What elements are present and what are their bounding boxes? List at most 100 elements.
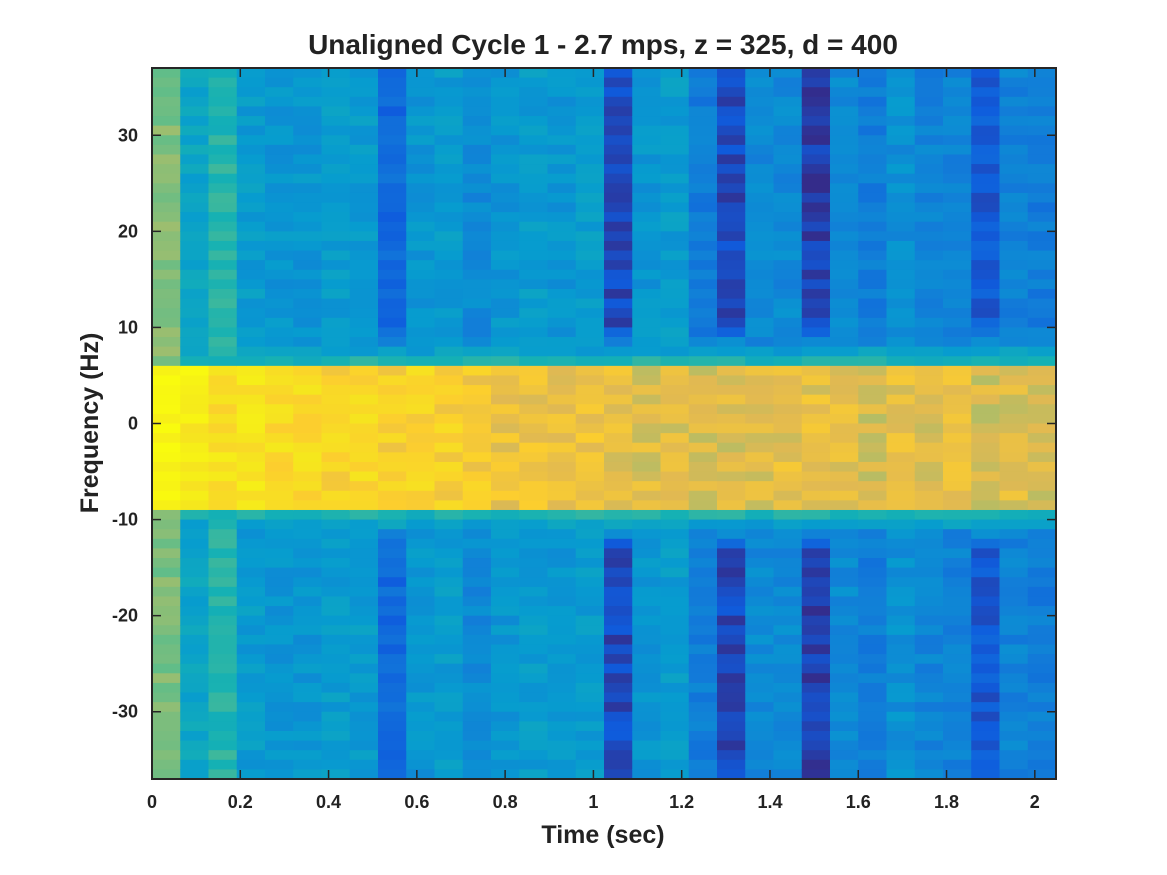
heatmap-cell — [1027, 365, 1057, 377]
heatmap-cell — [491, 481, 520, 492]
heatmap-cell — [971, 106, 1001, 117]
heatmap-cell — [293, 125, 323, 136]
heatmap-cell — [547, 615, 577, 626]
heatmap-cell — [745, 106, 775, 117]
heatmap-cell — [745, 663, 775, 674]
heatmap-cell — [660, 346, 690, 357]
heatmap-cell — [491, 106, 520, 117]
heatmap-cell — [830, 577, 859, 588]
heatmap-cell — [180, 385, 210, 396]
heatmap-cell — [801, 125, 831, 136]
heatmap-cell — [688, 750, 718, 761]
heatmap-cell — [745, 240, 775, 252]
heatmap-cell — [943, 567, 972, 578]
heatmap-cell — [999, 692, 1029, 703]
heatmap-cell — [660, 606, 690, 617]
heatmap-cell — [265, 385, 294, 396]
heatmap-cell — [717, 173, 746, 184]
heatmap-cell — [265, 625, 294, 636]
heatmap-cell — [971, 567, 1001, 578]
heatmap-cell — [349, 135, 379, 146]
heatmap-cell — [378, 164, 407, 175]
heatmap-cell — [1027, 144, 1057, 156]
heatmap-cell — [321, 711, 351, 722]
heatmap-cell — [971, 154, 1001, 165]
heatmap-cell — [773, 625, 803, 636]
heatmap-cell — [604, 394, 633, 405]
heatmap-cell — [943, 596, 972, 607]
heatmap-cell — [604, 471, 633, 482]
heatmap-cell — [801, 682, 831, 694]
heatmap-cell — [378, 567, 407, 578]
heatmap-cell — [321, 250, 351, 261]
heatmap-cell — [999, 135, 1029, 146]
heatmap-cell — [914, 433, 944, 444]
heatmap-cell — [152, 96, 181, 108]
heatmap-cell — [575, 509, 605, 521]
heatmap-cell — [349, 413, 379, 425]
heatmap-cell — [406, 298, 436, 309]
heatmap-cell — [914, 692, 944, 703]
heatmap-cell — [180, 288, 210, 300]
heatmap-cell — [293, 231, 323, 242]
heatmap-cell — [971, 490, 1001, 501]
heatmap-cell — [575, 298, 605, 309]
heatmap-cell — [971, 231, 1001, 242]
heatmap-cell — [406, 721, 436, 732]
heatmap-cell — [971, 279, 1001, 290]
heatmap-cell — [886, 596, 916, 607]
heatmap-cell — [717, 135, 746, 146]
heatmap-cell — [293, 577, 323, 588]
heatmap-cell — [858, 106, 888, 117]
heatmap-cell — [349, 586, 379, 598]
heatmap-cell — [632, 413, 662, 425]
heatmap-cell — [152, 356, 181, 367]
heatmap-cell — [688, 154, 718, 165]
heatmap-cell — [406, 615, 436, 626]
heatmap-cell — [208, 730, 238, 742]
heatmap-cell — [519, 240, 549, 252]
heatmap-cell — [999, 260, 1029, 271]
heatmap-cell — [180, 759, 210, 770]
heatmap-cell — [801, 750, 831, 761]
heatmap-cell — [745, 433, 775, 444]
heatmap-cell — [773, 365, 803, 377]
heatmap-cell — [858, 260, 888, 271]
heatmap-cell — [349, 250, 379, 261]
heatmap-cell — [519, 692, 549, 703]
heatmap-cell — [717, 144, 746, 156]
heatmap-cell — [688, 423, 718, 434]
heatmap-cell — [717, 702, 746, 713]
heatmap-cell — [208, 413, 238, 425]
heatmap-cell — [491, 663, 520, 674]
heatmap-cell — [745, 87, 775, 98]
heatmap-cell — [943, 308, 972, 319]
heatmap-cell — [547, 577, 577, 588]
heatmap-cell — [914, 471, 944, 482]
heatmap-cell — [519, 365, 549, 377]
heatmap-cell — [688, 327, 718, 338]
heatmap-cell — [943, 634, 972, 646]
heatmap-cell — [265, 750, 294, 761]
heatmap-cell — [717, 606, 746, 617]
heatmap-cell — [886, 346, 916, 357]
heatmap-cell — [180, 125, 210, 136]
heatmap-cell — [547, 548, 577, 559]
heatmap-cell — [717, 519, 746, 530]
heatmap-cell — [688, 202, 718, 213]
heatmap-cell — [321, 346, 351, 357]
heatmap-cell — [265, 308, 294, 319]
heatmap-cell — [971, 144, 1001, 156]
heatmap-cell — [491, 96, 520, 108]
heatmap-cell — [491, 509, 520, 521]
heatmap-cell — [688, 673, 718, 684]
heatmap-cell — [773, 240, 803, 252]
heatmap-cell — [491, 538, 520, 550]
heatmap-cell — [547, 327, 577, 338]
heatmap-cell — [914, 548, 944, 559]
heatmap-cell — [547, 288, 577, 300]
heatmap-cell — [660, 385, 690, 396]
heatmap-cell — [180, 269, 210, 280]
heatmap-cell — [914, 173, 944, 184]
heatmap-cell — [830, 606, 859, 617]
